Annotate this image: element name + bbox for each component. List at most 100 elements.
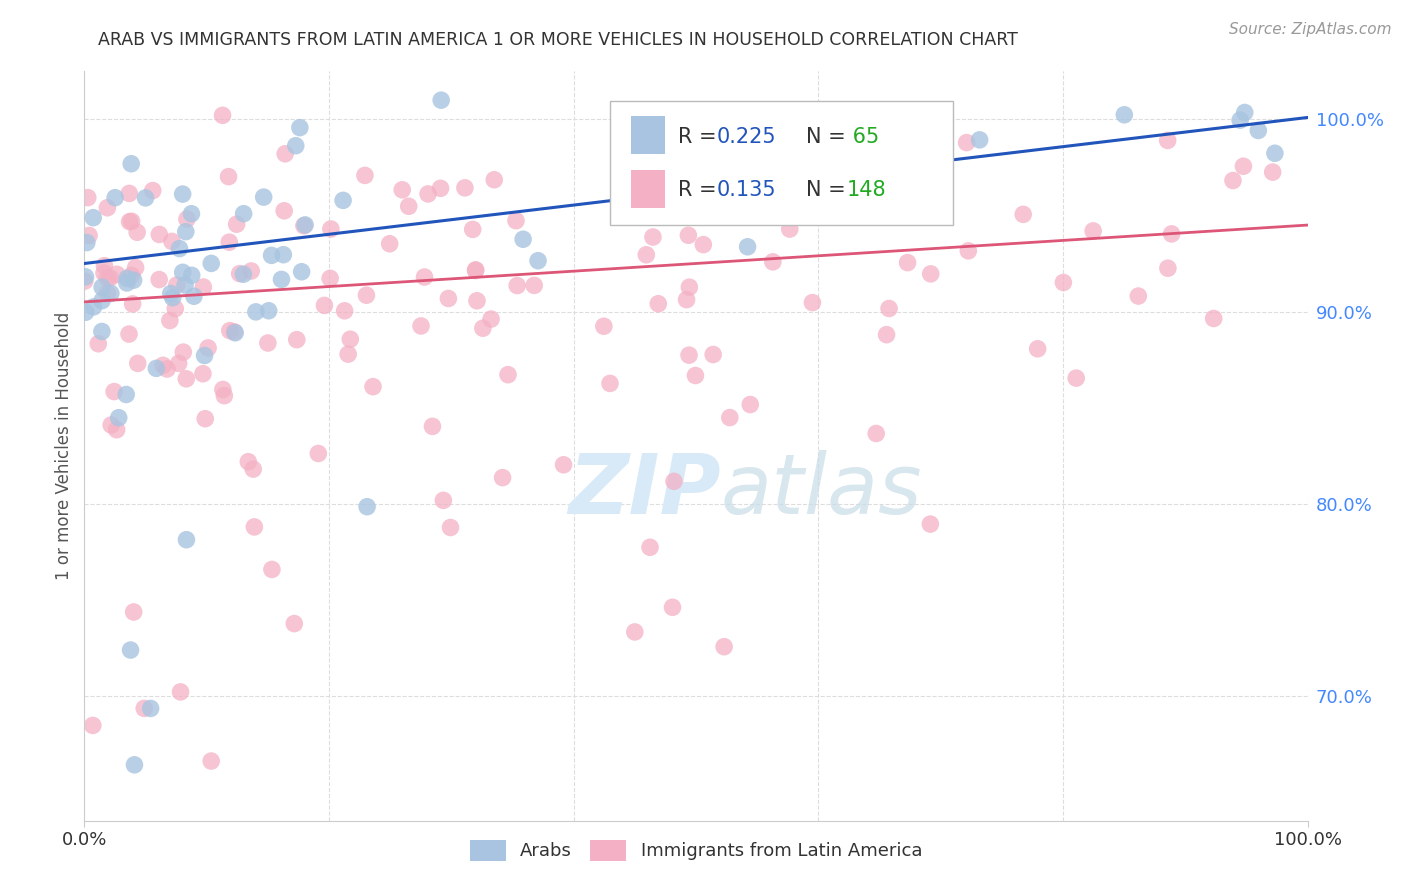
Text: ZIP: ZIP bbox=[568, 450, 720, 532]
Point bbox=[124, 757, 146, 772]
Point bbox=[416, 186, 439, 201]
Point bbox=[73, 274, 96, 288]
Point bbox=[623, 624, 645, 639]
Point bbox=[115, 276, 138, 290]
Point bbox=[191, 367, 214, 381]
Point bbox=[678, 280, 700, 294]
Point bbox=[148, 272, 170, 286]
Point bbox=[122, 605, 145, 619]
Point bbox=[527, 253, 550, 268]
Point bbox=[148, 227, 170, 242]
Point bbox=[785, 156, 807, 170]
Point bbox=[243, 520, 266, 534]
Point bbox=[214, 389, 236, 403]
Point bbox=[159, 313, 181, 327]
Point bbox=[285, 333, 308, 347]
Point bbox=[180, 268, 202, 283]
Text: 148: 148 bbox=[846, 180, 886, 200]
Point bbox=[172, 345, 194, 359]
Point bbox=[180, 207, 202, 221]
Point bbox=[76, 191, 98, 205]
Point bbox=[1264, 146, 1286, 161]
Point bbox=[288, 120, 311, 135]
Point bbox=[93, 266, 115, 280]
Point bbox=[454, 181, 477, 195]
FancyBboxPatch shape bbox=[631, 170, 665, 208]
Point bbox=[167, 356, 190, 370]
Point bbox=[661, 600, 683, 615]
Point bbox=[762, 255, 785, 269]
Point bbox=[96, 286, 118, 301]
Point bbox=[135, 191, 157, 205]
Point bbox=[332, 194, 354, 208]
Point bbox=[242, 462, 264, 476]
Text: N =: N = bbox=[806, 180, 852, 200]
Point bbox=[228, 267, 250, 281]
Point bbox=[253, 190, 276, 204]
Point bbox=[82, 211, 104, 225]
Point bbox=[211, 108, 233, 122]
Point bbox=[176, 533, 198, 547]
Text: Source: ZipAtlas.com: Source: ZipAtlas.com bbox=[1229, 22, 1392, 37]
Point bbox=[218, 169, 240, 184]
Point bbox=[127, 356, 149, 370]
Point bbox=[1157, 133, 1180, 147]
Point bbox=[1026, 342, 1049, 356]
Point bbox=[121, 214, 143, 228]
Point bbox=[1012, 207, 1035, 221]
Point bbox=[232, 207, 254, 221]
Point bbox=[830, 108, 852, 122]
Point bbox=[156, 362, 179, 376]
Point bbox=[920, 517, 942, 532]
Point bbox=[121, 297, 143, 311]
Point bbox=[354, 169, 377, 183]
Point bbox=[142, 184, 165, 198]
Point bbox=[152, 359, 174, 373]
Point bbox=[319, 222, 342, 236]
Point bbox=[1157, 261, 1180, 276]
Point bbox=[166, 278, 188, 293]
Point bbox=[260, 248, 283, 262]
Point bbox=[193, 349, 215, 363]
Point bbox=[165, 301, 187, 316]
Point bbox=[104, 191, 127, 205]
Point bbox=[702, 347, 724, 361]
Point bbox=[91, 280, 114, 294]
Point bbox=[134, 701, 156, 715]
Point bbox=[1160, 227, 1182, 241]
Point bbox=[398, 199, 420, 213]
Point bbox=[461, 222, 484, 236]
Point bbox=[523, 278, 546, 293]
Point bbox=[432, 493, 454, 508]
Point bbox=[75, 269, 97, 284]
Point bbox=[641, 230, 664, 244]
Point bbox=[356, 500, 378, 514]
Point bbox=[145, 361, 167, 376]
Point bbox=[647, 297, 669, 311]
Point bbox=[737, 240, 759, 254]
Point bbox=[224, 326, 246, 340]
Point bbox=[496, 368, 519, 382]
Point bbox=[273, 248, 295, 262]
Point bbox=[77, 228, 100, 243]
Text: ARAB VS IMMIGRANTS FROM LATIN AMERICA 1 OR MORE VEHICLES IN HOUSEHOLD CORRELATIO: ARAB VS IMMIGRANTS FROM LATIN AMERICA 1 … bbox=[98, 31, 1018, 49]
Point bbox=[592, 319, 614, 334]
Text: R =: R = bbox=[678, 180, 723, 200]
Point bbox=[82, 718, 104, 732]
Point bbox=[115, 387, 138, 401]
Point bbox=[169, 685, 191, 699]
Point bbox=[430, 93, 453, 107]
Point bbox=[127, 225, 149, 239]
Point bbox=[159, 286, 181, 301]
Point bbox=[197, 341, 219, 355]
Point bbox=[1064, 371, 1087, 385]
Point bbox=[678, 228, 700, 243]
Point bbox=[356, 288, 378, 302]
Point bbox=[105, 267, 128, 281]
Point bbox=[638, 541, 661, 555]
Point bbox=[785, 112, 807, 126]
Point bbox=[740, 398, 762, 412]
Point bbox=[87, 336, 110, 351]
Point bbox=[224, 325, 246, 339]
Point bbox=[333, 303, 356, 318]
